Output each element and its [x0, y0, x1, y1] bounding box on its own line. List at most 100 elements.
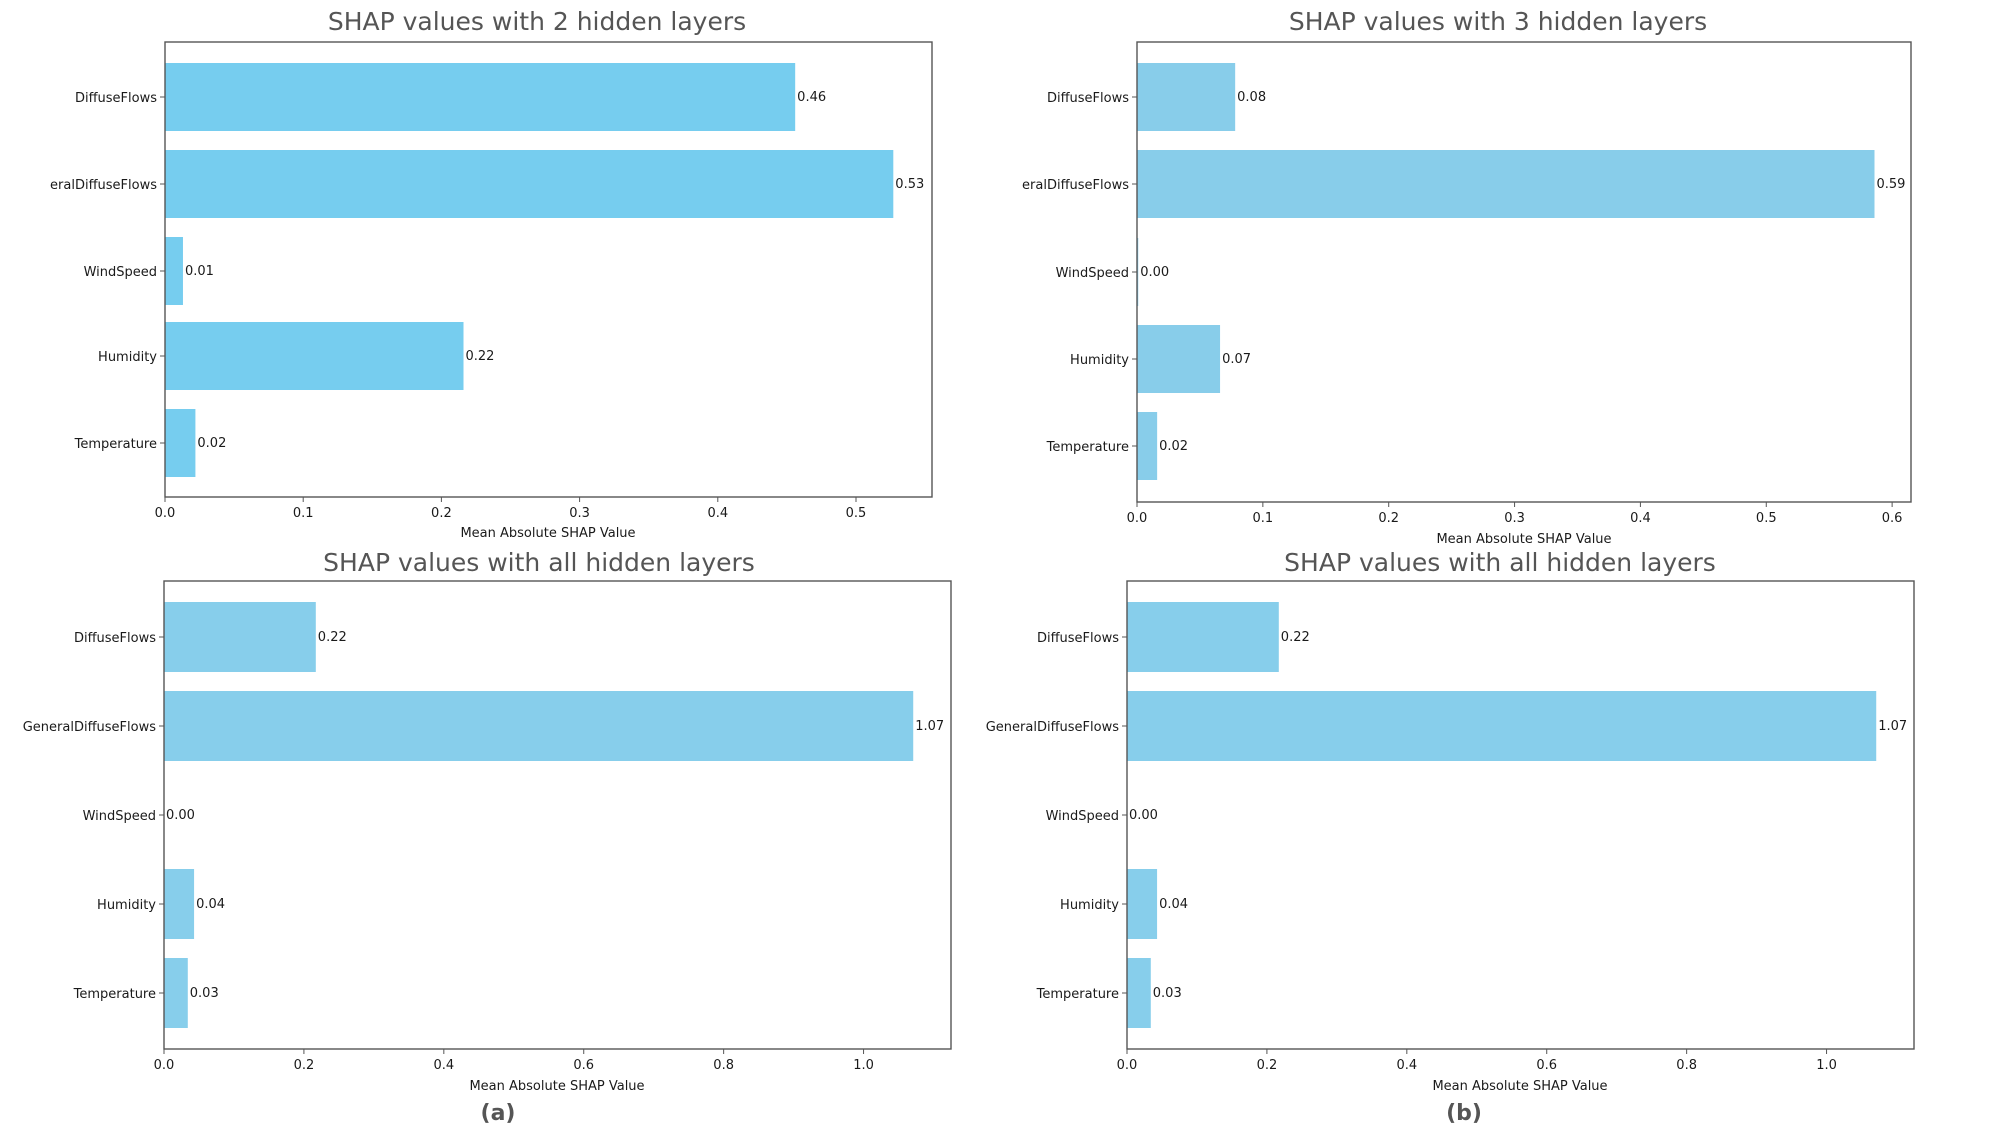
chart-3-hidden-layers: SHAP values with 3 hidden layers 0.08 0.5… — [1022, 7, 1912, 547]
y-tick-label: Temperature — [73, 987, 156, 1002]
x-tick-label: 0.6 — [573, 1058, 594, 1073]
x-tick-label: 0.4 — [707, 506, 728, 521]
x-tick-label: 1.0 — [853, 1058, 874, 1073]
y-tick-label: WindSpeed — [84, 265, 157, 280]
bars: 0.22 1.07 0.00 0.04 0.03 — [1127, 602, 1907, 1028]
chart-all-hidden-layers-b: SHAP values with all hidden layers 0.22 1… — [986, 548, 1915, 1094]
bar — [165, 150, 894, 218]
data-label: 0.01 — [185, 264, 214, 279]
bar — [165, 63, 796, 131]
data-label: 0.02 — [197, 436, 226, 451]
chart-title: SHAP values with all hidden layers — [1284, 548, 1716, 577]
data-label: 0.02 — [1159, 439, 1188, 454]
bars: 0.46 0.53 0.01 0.22 0.02 — [165, 63, 924, 477]
y-tick-label: WindSpeed — [1056, 266, 1129, 281]
y-tick-label: DiffuseFlows — [1047, 91, 1129, 106]
data-label: 0.04 — [196, 897, 225, 912]
bar — [164, 958, 188, 1028]
y-tick-label: Humidity — [98, 350, 157, 365]
x-tick-label: 0.6 — [1536, 1058, 1557, 1073]
data-label: 0.22 — [466, 349, 495, 364]
x-tick-label: 0.4 — [433, 1058, 454, 1073]
bar — [164, 691, 914, 761]
y-tick-label: eralDiffuseFlows — [50, 178, 157, 193]
y-tick-label: DiffuseFlows — [1037, 631, 1119, 646]
data-label: 0.59 — [1877, 177, 1906, 192]
x-axis-label: Mean Absolute SHAP Value — [1436, 532, 1611, 547]
x-axis: 0.0 0.2 0.4 0.6 0.8 1.0 — [1117, 1049, 1837, 1073]
chart-title: SHAP values with all hidden layers — [323, 548, 755, 577]
data-label: 0.53 — [895, 177, 924, 192]
y-axis: DiffuseFlows GeneralDiffuseFlows WindSpeed… — [986, 631, 1127, 1002]
data-label: 0.22 — [318, 630, 347, 645]
y-tick-label: Temperature — [1036, 987, 1119, 1002]
bar — [1127, 958, 1151, 1028]
bar — [1127, 691, 1877, 761]
y-axis: DiffuseFlows GeneralDiffuseFlows WindSpeed… — [23, 631, 164, 1002]
plot-frame — [1136, 41, 1912, 503]
panel-label-b: (b) — [1446, 1101, 1482, 1125]
bar — [1127, 869, 1158, 939]
x-axis: 0.0 0.1 0.2 0.3 0.4 0.5 — [155, 497, 867, 521]
x-tick-label: 1.0 — [1816, 1058, 1837, 1073]
x-tick-label: 0.4 — [1630, 511, 1651, 526]
x-tick-label: 0.2 — [431, 506, 452, 521]
x-tick-label: 0.3 — [1504, 511, 1525, 526]
bar — [165, 322, 464, 390]
chart-title: SHAP values with 3 hidden layers — [1289, 7, 1707, 36]
chart-all-hidden-layers-a: SHAP values with all hidden layers 0.22 1… — [23, 548, 952, 1094]
y-tick-label: Humidity — [1070, 353, 1129, 368]
x-tick-label: 0.3 — [569, 506, 590, 521]
data-label: 0.08 — [1237, 90, 1266, 105]
x-axis: 0.0 0.2 0.4 0.6 0.8 1.0 — [154, 1049, 874, 1073]
x-tick-label: 0.4 — [1396, 1058, 1417, 1073]
y-axis: DiffuseFlows eralDiffuseFlows WindSpeed Hum… — [50, 91, 165, 452]
panel-label-a: (a) — [481, 1101, 516, 1125]
data-label: 0.03 — [1153, 986, 1182, 1001]
chart-title: SHAP values with 2 hidden layers — [328, 7, 746, 36]
plot-frame — [164, 41, 933, 498]
x-axis-label: Mean Absolute SHAP Value — [469, 1079, 644, 1094]
x-tick-label: 0.5 — [1756, 511, 1777, 526]
x-tick-label: 0.5 — [846, 506, 867, 521]
bar — [1127, 602, 1279, 672]
data-label: 0.00 — [1140, 265, 1169, 280]
x-axis: 0.0 0.1 0.2 0.3 0.4 0.5 0.6 — [1127, 502, 1903, 526]
y-tick-label: Humidity — [1060, 898, 1119, 913]
y-tick-label: WindSpeed — [1046, 809, 1119, 824]
bars: 0.08 0.59 0.00 0.07 0.02 — [1137, 63, 1905, 480]
bar — [1137, 63, 1236, 131]
x-tick-label: 0.1 — [293, 506, 314, 521]
y-tick-label: WindSpeed — [83, 809, 156, 824]
x-tick-label: 0.6 — [1882, 511, 1903, 526]
bar — [164, 602, 316, 672]
bar — [165, 409, 196, 477]
x-tick-label: 0.8 — [713, 1058, 734, 1073]
x-axis-label: Mean Absolute SHAP Value — [460, 526, 635, 541]
x-tick-label: 0.1 — [1253, 511, 1274, 526]
y-tick-label: Humidity — [97, 898, 156, 913]
bar — [1137, 412, 1158, 480]
x-tick-label: 0.0 — [155, 506, 176, 521]
x-tick-label: 0.0 — [1127, 511, 1148, 526]
bar — [164, 869, 195, 939]
y-tick-label: eralDiffuseFlows — [1022, 178, 1129, 193]
data-label: 1.07 — [915, 719, 944, 734]
x-tick-label: 0.0 — [1117, 1058, 1138, 1073]
x-tick-label: 0.0 — [154, 1058, 175, 1073]
data-label: 1.07 — [1878, 719, 1907, 734]
y-tick-label: DiffuseFlows — [75, 91, 157, 106]
x-tick-label: 0.2 — [1257, 1058, 1278, 1073]
bar — [165, 237, 183, 305]
data-label: 0.03 — [190, 986, 219, 1001]
y-tick-label: Temperature — [1046, 440, 1129, 455]
data-label: 0.00 — [1129, 808, 1158, 823]
x-tick-label: 0.8 — [1676, 1058, 1697, 1073]
y-axis: DiffuseFlows eralDiffuseFlows WindSpeed Hum… — [1022, 91, 1137, 455]
data-label: 0.22 — [1281, 630, 1310, 645]
bar — [1137, 325, 1221, 393]
y-tick-label: GeneralDiffuseFlows — [986, 720, 1119, 735]
bars: 0.22 1.07 0.00 0.04 0.03 — [164, 602, 944, 1028]
data-label: 0.04 — [1159, 897, 1188, 912]
